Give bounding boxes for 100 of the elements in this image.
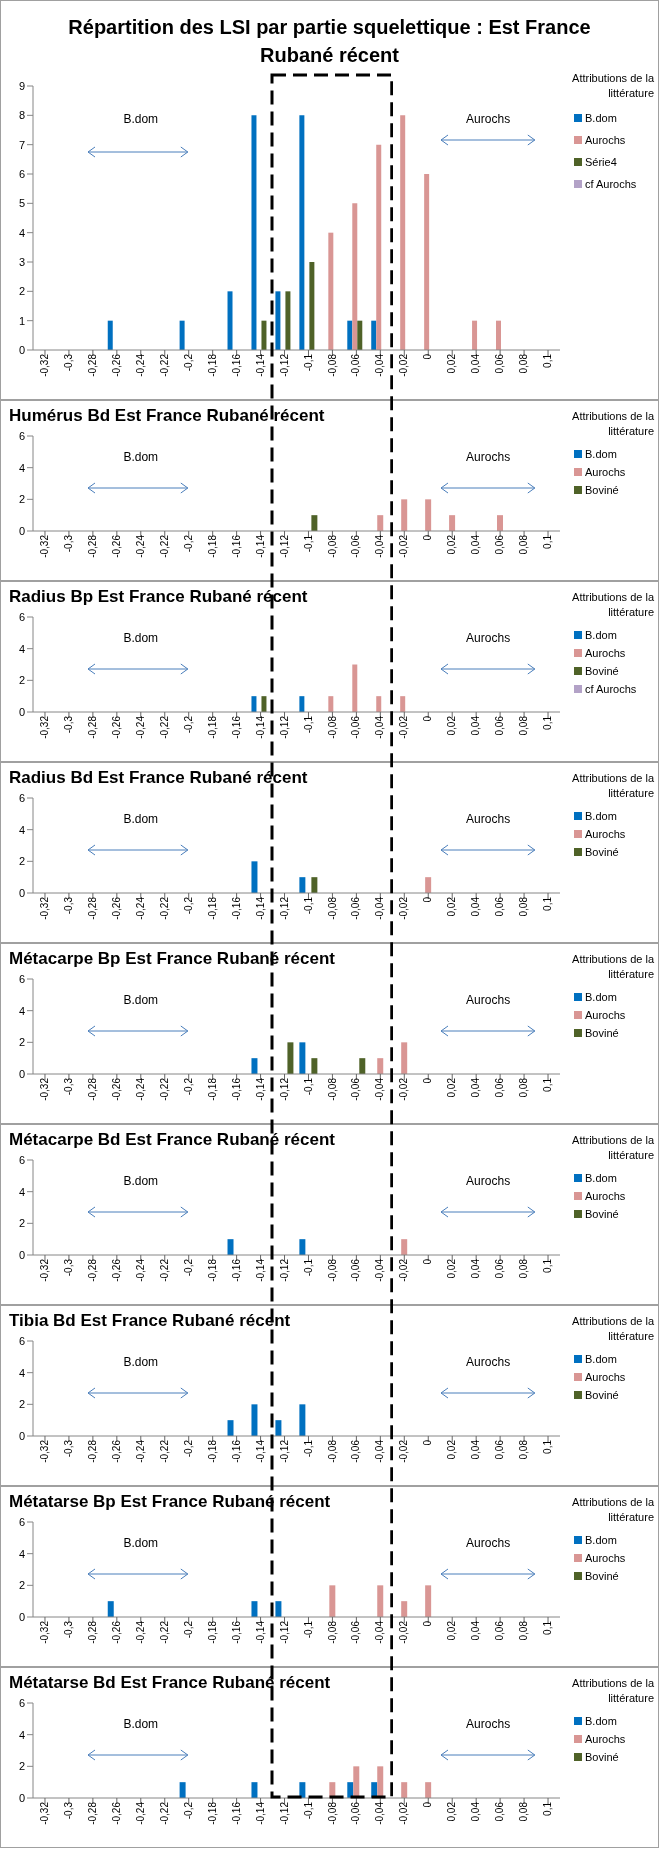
- x-tick-label: -0,28: [86, 353, 98, 377]
- annotation: Aurochs: [465, 631, 512, 646]
- x-tick-label: -0,32: [39, 896, 51, 920]
- annotation: B.dom: [122, 993, 160, 1008]
- bar: [227, 291, 233, 350]
- x-tick-label: 0,1: [542, 715, 554, 730]
- y-tick-label: 2: [18, 855, 25, 868]
- x-tick-label: -0,24: [134, 1258, 146, 1282]
- x-tick-label: -0,22: [158, 1258, 170, 1282]
- x-tick-label: -0,28: [86, 1620, 98, 1644]
- x-tick-label: -0,06: [350, 1801, 362, 1825]
- bar: [107, 320, 113, 350]
- x-tick-label: -0,2: [182, 715, 194, 734]
- x-tick-label: -0,28: [86, 1258, 98, 1282]
- x-tick-label: -0,18: [206, 1801, 218, 1825]
- x-tick-label: -0,12: [278, 896, 290, 920]
- x-tick-label: -0,12: [278, 353, 290, 377]
- bar: [251, 115, 257, 350]
- x-tick-label: 0,02: [446, 715, 458, 736]
- y-tick-label: 6: [18, 1696, 25, 1709]
- annotation: B.dom: [122, 1174, 160, 1189]
- legend-label: Aurochs: [585, 134, 626, 146]
- legend-label: Boviné: [585, 665, 619, 677]
- y-tick-label: 6: [18, 791, 25, 804]
- x-tick-label: 0: [422, 715, 434, 722]
- y-tick-label: 2: [18, 1217, 25, 1230]
- y-tick-label: 5: [18, 197, 25, 210]
- legend-label: Aurochs: [585, 828, 626, 840]
- legend-title: Attributions de la littérature: [571, 1314, 654, 1344]
- legend-label: Boviné: [585, 1208, 619, 1220]
- bar: [496, 320, 502, 350]
- x-tick-label: 0,06: [494, 353, 506, 374]
- legend-label: B.dom: [585, 810, 617, 822]
- y-tick-label: 2: [18, 1760, 25, 1773]
- x-tick-label: -0,3: [63, 1801, 75, 1820]
- x-tick-label: -0,3: [63, 1620, 75, 1639]
- y-tick-label: 4: [18, 1004, 25, 1017]
- x-tick-label: -0,2: [182, 1620, 194, 1639]
- bar: [328, 232, 334, 350]
- y-tick-label: 6: [18, 1334, 25, 1347]
- chart-title: Radius Bd Est France Rubané récent: [9, 767, 309, 789]
- y-tick-label: 4: [18, 1185, 25, 1198]
- x-tick-label: 0,08: [518, 1258, 530, 1279]
- x-tick-label: 0,02: [446, 534, 458, 555]
- x-tick-label: 0,08: [518, 1439, 530, 1460]
- x-tick-label: 0,04: [470, 715, 482, 736]
- x-tick-label: 0,06: [494, 1620, 506, 1641]
- legend-label: B.dom: [585, 112, 617, 124]
- x-tick-label: 0,08: [518, 896, 530, 917]
- x-tick-label: -0,22: [158, 1077, 170, 1101]
- legend-label: B.dom: [585, 448, 617, 460]
- x-tick-label: 0,02: [446, 1620, 458, 1641]
- legend-label: B.dom: [585, 629, 617, 641]
- x-tick-label: -0,1: [302, 1258, 314, 1277]
- x-tick-label: 0,04: [470, 1620, 482, 1641]
- x-tick-label: 0: [422, 1258, 434, 1265]
- x-tick-label: -0,24: [134, 896, 146, 920]
- bar: [371, 320, 377, 350]
- x-tick-label: -0,3: [63, 896, 75, 915]
- y-tick-label: 6: [18, 1515, 25, 1528]
- x-tick-label: 0,06: [494, 715, 506, 736]
- legend-label: Aurochs: [585, 1733, 626, 1745]
- x-tick-label: -0,18: [206, 1439, 218, 1463]
- x-tick-label: 0: [422, 1801, 434, 1808]
- x-tick-label: -0,16: [230, 353, 242, 377]
- chart-title: Humérus Bd Est France Rubané récent: [9, 405, 326, 427]
- x-tick-label: -0,12: [278, 1620, 290, 1644]
- x-tick-label: -0,08: [326, 534, 338, 558]
- legend-label: Boviné: [585, 846, 619, 858]
- chart-title: Métatarse Bd Est France Rubané récent: [9, 1672, 332, 1694]
- annotation: Aurochs: [465, 1355, 512, 1370]
- x-tick-label: -0,08: [326, 896, 338, 920]
- legend-title: Attributions de la littérature: [571, 1495, 654, 1525]
- legend-label: Boviné: [585, 1389, 619, 1401]
- annotation: B.dom: [122, 812, 160, 827]
- bar: [357, 320, 363, 350]
- chart-title: Métacarpe Bd Est France Rubané récent: [9, 1129, 336, 1151]
- legend-label: B.dom: [585, 1715, 617, 1727]
- x-tick-label: -0,04: [374, 896, 386, 920]
- x-tick-label: -0,32: [39, 1439, 51, 1463]
- x-tick-label: -0,18: [206, 1620, 218, 1644]
- bar: [376, 144, 382, 350]
- legend-label: B.dom: [585, 1172, 617, 1184]
- x-tick-label: -0,02: [398, 1439, 410, 1463]
- x-tick-label: 0,06: [494, 896, 506, 917]
- x-tick-label: -0,02: [398, 1801, 410, 1825]
- x-tick-label: 0,1: [542, 1439, 554, 1454]
- x-tick-label: -0,12: [278, 715, 290, 739]
- x-tick-label: -0,2: [182, 896, 194, 915]
- legend-label: Boviné: [585, 1027, 619, 1039]
- x-tick-label: -0,28: [86, 1077, 98, 1101]
- legend-title: Attributions de la littérature: [571, 771, 654, 801]
- x-tick-label: -0,1: [302, 1077, 314, 1096]
- x-tick-label: 0,06: [494, 1439, 506, 1460]
- annotation: B.dom: [122, 450, 160, 465]
- legend-label: Aurochs: [585, 647, 626, 659]
- x-tick-label: -0,08: [326, 1258, 338, 1282]
- y-tick-label: 2: [18, 285, 25, 298]
- bar: [299, 115, 305, 350]
- x-tick-label: -0,14: [254, 353, 266, 377]
